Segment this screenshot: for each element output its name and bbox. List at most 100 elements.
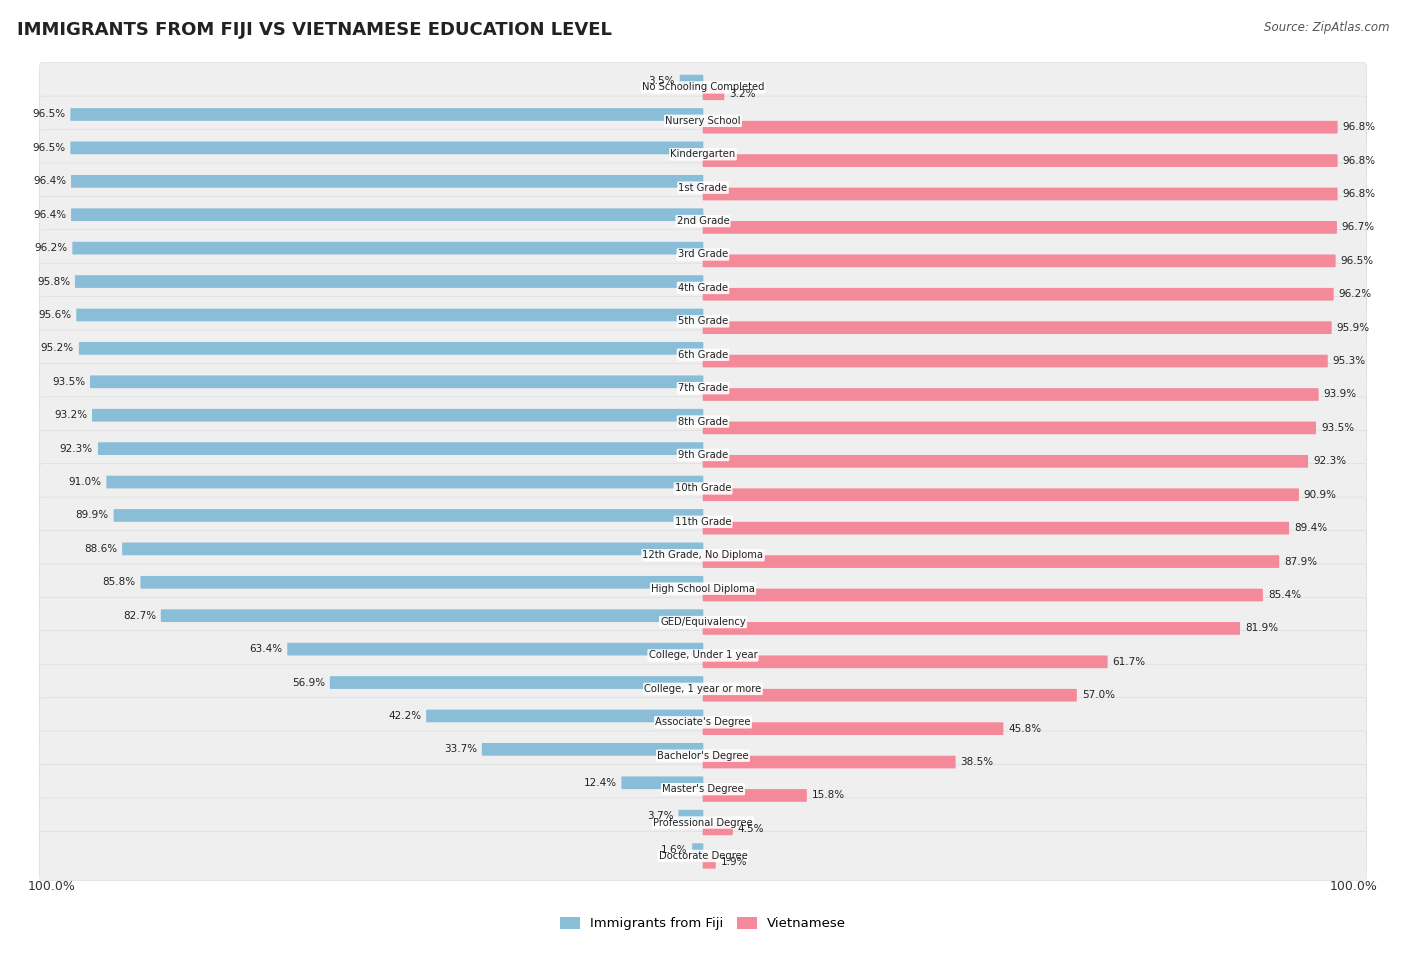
FancyBboxPatch shape <box>39 263 1367 313</box>
FancyBboxPatch shape <box>703 756 956 768</box>
FancyBboxPatch shape <box>114 509 703 522</box>
Text: 92.3%: 92.3% <box>60 444 93 453</box>
Text: 93.5%: 93.5% <box>52 376 86 387</box>
Text: 3rd Grade: 3rd Grade <box>678 250 728 259</box>
Text: 95.2%: 95.2% <box>41 343 75 353</box>
FancyBboxPatch shape <box>70 141 703 154</box>
Text: 63.4%: 63.4% <box>249 644 283 654</box>
Text: 7th Grade: 7th Grade <box>678 383 728 393</box>
FancyBboxPatch shape <box>72 175 703 187</box>
Text: 96.8%: 96.8% <box>1343 189 1375 199</box>
FancyBboxPatch shape <box>703 655 1108 668</box>
Text: 6th Grade: 6th Grade <box>678 350 728 360</box>
Text: 15.8%: 15.8% <box>811 791 845 800</box>
Text: 95.9%: 95.9% <box>1337 323 1369 332</box>
Text: 93.5%: 93.5% <box>1320 423 1354 433</box>
Text: 95.3%: 95.3% <box>1333 356 1365 366</box>
Text: 1.9%: 1.9% <box>721 857 747 868</box>
Text: 42.2%: 42.2% <box>388 711 422 721</box>
FancyBboxPatch shape <box>703 622 1240 635</box>
Text: 9th Grade: 9th Grade <box>678 450 728 460</box>
Text: 11th Grade: 11th Grade <box>675 517 731 526</box>
Text: 96.4%: 96.4% <box>32 210 66 219</box>
FancyBboxPatch shape <box>703 88 724 100</box>
FancyBboxPatch shape <box>482 743 703 756</box>
FancyBboxPatch shape <box>39 364 1367 412</box>
FancyBboxPatch shape <box>39 62 1367 112</box>
Text: 88.6%: 88.6% <box>84 544 117 554</box>
FancyBboxPatch shape <box>75 275 703 288</box>
Text: College, 1 year or more: College, 1 year or more <box>644 683 762 694</box>
FancyBboxPatch shape <box>122 542 703 555</box>
FancyBboxPatch shape <box>621 776 703 789</box>
Text: 92.3%: 92.3% <box>1313 456 1346 466</box>
FancyBboxPatch shape <box>692 843 703 856</box>
FancyBboxPatch shape <box>679 810 703 823</box>
Text: 100.0%: 100.0% <box>1330 879 1378 892</box>
Text: Kindergarten: Kindergarten <box>671 149 735 159</box>
Text: 96.4%: 96.4% <box>32 176 66 186</box>
Text: 91.0%: 91.0% <box>69 477 101 488</box>
Text: 4.5%: 4.5% <box>738 824 765 834</box>
FancyBboxPatch shape <box>91 409 703 421</box>
FancyBboxPatch shape <box>39 330 1367 379</box>
Text: Doctorate Degree: Doctorate Degree <box>658 851 748 861</box>
Text: College, Under 1 year: College, Under 1 year <box>648 650 758 660</box>
FancyBboxPatch shape <box>287 643 703 655</box>
Text: 56.9%: 56.9% <box>292 678 325 687</box>
Text: 96.8%: 96.8% <box>1343 156 1375 166</box>
FancyBboxPatch shape <box>39 196 1367 246</box>
Text: 57.0%: 57.0% <box>1081 690 1115 700</box>
Text: 85.8%: 85.8% <box>103 577 135 587</box>
Text: 90.9%: 90.9% <box>1303 489 1337 500</box>
FancyBboxPatch shape <box>703 221 1337 234</box>
Text: 96.2%: 96.2% <box>34 243 67 254</box>
Text: 89.9%: 89.9% <box>76 511 108 521</box>
FancyBboxPatch shape <box>141 576 703 589</box>
Text: 33.7%: 33.7% <box>444 744 477 755</box>
FancyBboxPatch shape <box>703 488 1299 501</box>
FancyBboxPatch shape <box>39 631 1367 681</box>
Text: 96.8%: 96.8% <box>1343 122 1375 133</box>
FancyBboxPatch shape <box>703 856 716 869</box>
FancyBboxPatch shape <box>39 764 1367 814</box>
FancyBboxPatch shape <box>703 522 1289 534</box>
FancyBboxPatch shape <box>703 455 1308 468</box>
Text: 96.2%: 96.2% <box>1339 290 1372 299</box>
FancyBboxPatch shape <box>39 832 1367 880</box>
FancyBboxPatch shape <box>703 589 1263 602</box>
FancyBboxPatch shape <box>107 476 703 488</box>
FancyBboxPatch shape <box>703 555 1279 567</box>
FancyBboxPatch shape <box>330 677 703 689</box>
FancyBboxPatch shape <box>39 497 1367 547</box>
Text: Master's Degree: Master's Degree <box>662 784 744 794</box>
FancyBboxPatch shape <box>90 375 703 388</box>
Text: 38.5%: 38.5% <box>960 757 994 767</box>
FancyBboxPatch shape <box>39 598 1367 646</box>
FancyBboxPatch shape <box>39 530 1367 580</box>
FancyBboxPatch shape <box>703 322 1331 334</box>
Text: 1.6%: 1.6% <box>661 844 688 855</box>
Text: Source: ZipAtlas.com: Source: ZipAtlas.com <box>1264 21 1389 34</box>
Text: GED/Equivalency: GED/Equivalency <box>661 617 745 627</box>
Text: 2nd Grade: 2nd Grade <box>676 216 730 226</box>
FancyBboxPatch shape <box>426 710 703 722</box>
FancyBboxPatch shape <box>703 689 1077 702</box>
FancyBboxPatch shape <box>703 388 1319 401</box>
Text: 3.7%: 3.7% <box>647 811 673 821</box>
Text: 3.2%: 3.2% <box>730 89 755 98</box>
Text: No Schooling Completed: No Schooling Completed <box>641 83 765 93</box>
Text: 96.5%: 96.5% <box>1340 255 1374 266</box>
Text: Associate's Degree: Associate's Degree <box>655 718 751 727</box>
Text: 8th Grade: 8th Grade <box>678 416 728 427</box>
Text: 3.5%: 3.5% <box>648 76 675 86</box>
FancyBboxPatch shape <box>39 230 1367 279</box>
Text: Professional Degree: Professional Degree <box>654 818 752 828</box>
FancyBboxPatch shape <box>703 789 807 801</box>
Text: 12th Grade, No Diploma: 12th Grade, No Diploma <box>643 550 763 561</box>
FancyBboxPatch shape <box>39 397 1367 447</box>
Text: 12.4%: 12.4% <box>583 778 616 788</box>
FancyBboxPatch shape <box>39 697 1367 747</box>
FancyBboxPatch shape <box>703 823 733 836</box>
Text: 82.7%: 82.7% <box>122 610 156 621</box>
